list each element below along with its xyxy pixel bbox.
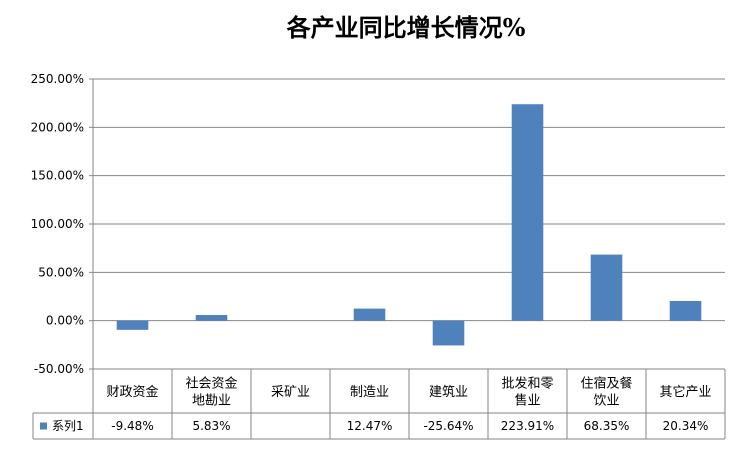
y-tick-label: 200.00% (31, 120, 84, 134)
category-label: 住宿及餐 (580, 376, 632, 392)
data-label: 20.34% (663, 419, 709, 433)
y-tick-label: -50.00% (34, 362, 84, 376)
category-label: 地勘业 (192, 394, 231, 409)
bar-5 (511, 104, 544, 321)
y-tick-label: 100.00% (31, 217, 84, 231)
bar-6 (590, 254, 623, 321)
legend-label: 系列1 (52, 419, 84, 433)
legend-key (40, 422, 47, 430)
data-label: 223.91% (501, 419, 554, 433)
y-tick-label: 250.00% (31, 72, 84, 86)
category-label: 批发和零 (501, 376, 553, 392)
data-label: -25.64% (423, 419, 473, 433)
bar-3 (353, 308, 386, 321)
category-label: 采矿业 (271, 385, 310, 400)
data-label: -9.48% (111, 419, 153, 433)
y-tick-label: 150.00% (31, 169, 84, 183)
category-label: 财政资金 (106, 384, 158, 400)
category-label: 建筑业 (429, 384, 468, 400)
y-tick-label: 0.00% (46, 314, 84, 328)
category-label: 售业 (514, 393, 540, 409)
category-label: 制造业 (350, 385, 389, 400)
bar-1 (195, 315, 228, 321)
data-label: 12.47% (347, 419, 393, 433)
bar-7 (669, 301, 702, 321)
data-label: 5.83% (192, 419, 230, 433)
bar-4 (432, 320, 465, 346)
bar-0 (116, 320, 149, 330)
chart-title: 各产业同比增长情况% (286, 13, 526, 42)
category-label: 社会资金 (185, 376, 237, 392)
category-label: 饮业 (593, 394, 619, 409)
category-label: 其它产业 (659, 384, 711, 400)
y-tick-label: 50.00% (38, 265, 84, 279)
data-label: 68.35% (584, 419, 630, 433)
